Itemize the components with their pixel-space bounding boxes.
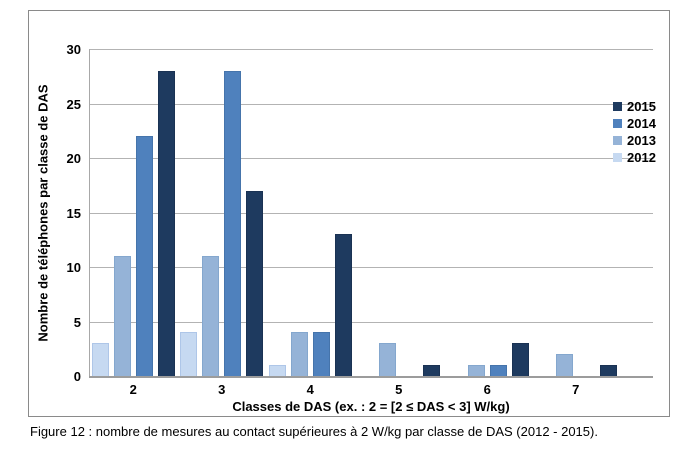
bar-group-class-6 [443, 49, 532, 376]
gridline-20 [89, 158, 653, 159]
bar-2014-class-4 [312, 332, 330, 376]
legend-swatch-2012 [613, 153, 622, 162]
bar-2015-class-2 [157, 71, 175, 376]
y-tick-0: 0 [73, 369, 81, 384]
bar-2012-class-3 [180, 332, 198, 376]
gridline-30 [89, 49, 653, 50]
chart-figure: Nombre de téléphones par classe de DAS 0… [28, 10, 670, 417]
bar-2013-class-4 [290, 332, 308, 376]
bar-2015-class-3 [246, 191, 264, 376]
gridline-10 [89, 267, 653, 268]
legend-item-2015: 2015 [613, 98, 656, 115]
figure-caption: Figure 12 : nombre de mesures au contact… [30, 424, 598, 439]
y-tick-15: 15 [66, 205, 81, 221]
y-tick-20: 20 [66, 151, 81, 166]
legend-swatch-2013 [613, 136, 622, 145]
legend-item-2012: 2012 [613, 149, 656, 166]
bar-groups [89, 49, 620, 376]
legend-label-2015: 2015 [627, 99, 656, 114]
x-tick-3: 3 [218, 382, 226, 397]
bar-2013-class-5 [379, 343, 397, 376]
x-axis-title: Classes de DAS (ex. : 2 = [2 ≤ DAS < 3] … [232, 399, 510, 414]
x-tick-5: 5 [395, 382, 403, 397]
y-tick-10: 10 [66, 260, 81, 275]
legend-item-2013: 2013 [613, 132, 656, 149]
y-tick-25: 25 [66, 96, 81, 112]
bar-2012-class-4 [268, 365, 286, 376]
bar-group-class-4 [266, 49, 355, 376]
bar-2013-class-2 [113, 256, 131, 376]
x-tick-2: 2 [129, 382, 137, 397]
gridline-5 [89, 321, 653, 323]
bar-2013-class-3 [202, 256, 220, 376]
bar-group-class-2 [89, 49, 178, 376]
bar-2014-class-2 [135, 136, 153, 376]
legend: 2015 2014 2013 2012 [613, 98, 656, 166]
gridline-25 [89, 103, 653, 105]
bar-2013-class-7 [556, 354, 574, 376]
x-tick-6: 6 [483, 382, 491, 397]
bar-2012-class-2 [91, 343, 109, 376]
y-axis-title: Nombre de téléphones par classe de DAS [35, 84, 51, 342]
legend-swatch-2015 [613, 102, 622, 111]
x-axis-line [89, 376, 653, 378]
bar-2015-class-6 [511, 343, 529, 376]
bar-2015-class-5 [423, 365, 441, 376]
legend-label-2012: 2012 [627, 150, 656, 165]
y-tick-5: 5 [73, 314, 81, 330]
legend-label-2014: 2014 [627, 116, 656, 131]
x-tick-7: 7 [572, 382, 580, 397]
bar-group-class-3 [178, 49, 267, 376]
bar-group-class-7 [532, 49, 621, 376]
bar-2015-class-4 [334, 234, 352, 376]
legend-label-2013: 2013 [627, 133, 656, 148]
legend-swatch-2014 [613, 119, 622, 128]
bar-group-class-5 [355, 49, 444, 376]
bar-2014-class-3 [224, 71, 242, 376]
bar-2014-class-6 [489, 365, 507, 376]
y-axis-line [89, 49, 90, 376]
gridline-15 [89, 212, 653, 214]
bar-2015-class-7 [600, 365, 618, 376]
bar-2013-class-6 [467, 365, 485, 376]
y-tick-30: 30 [66, 42, 81, 57]
plot-area [89, 49, 653, 376]
x-tick-4: 4 [306, 382, 314, 397]
legend-item-2014: 2014 [613, 115, 656, 132]
